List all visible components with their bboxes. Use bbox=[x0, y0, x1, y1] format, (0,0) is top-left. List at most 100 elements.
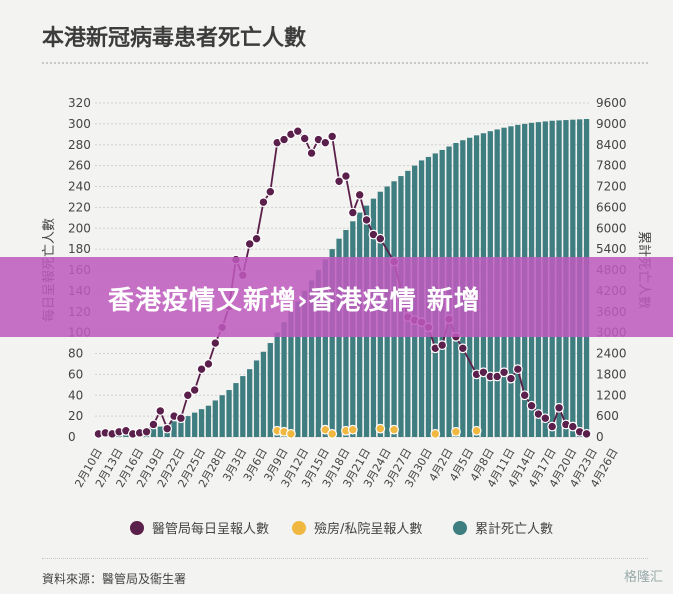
left-tick-label: 260 bbox=[68, 159, 91, 173]
daily-point bbox=[457, 343, 468, 354]
daily-point bbox=[533, 409, 544, 419]
left-tick-label: 300 bbox=[68, 117, 91, 131]
daily-point bbox=[210, 338, 221, 348]
legend-item-daily: 醫管局每日呈報人數 bbox=[130, 518, 269, 537]
mortuary-point bbox=[347, 424, 358, 435]
daily-point bbox=[581, 428, 592, 439]
daily-point bbox=[540, 413, 551, 424]
left-tick-label: 180 bbox=[68, 242, 91, 256]
right-tick-label: 1800 bbox=[596, 367, 627, 381]
daily-point bbox=[361, 214, 372, 225]
daily-point bbox=[320, 137, 331, 148]
daily-point bbox=[519, 390, 530, 401]
watermark: 格隆汇 bbox=[623, 570, 663, 585]
left-tick-label: 280 bbox=[68, 138, 91, 152]
right-tick-label: 5400 bbox=[596, 242, 627, 256]
daily-point bbox=[341, 171, 351, 181]
legend-label-daily: 醫管局每日呈報人數 bbox=[152, 522, 270, 537]
right-tick-label: 9000 bbox=[596, 117, 627, 131]
mortuary-point bbox=[471, 425, 482, 436]
mortuary-point bbox=[375, 423, 386, 434]
daily-point bbox=[327, 131, 338, 142]
overlay-banner bbox=[0, 257, 673, 337]
chart-title: 本港新冠病毒患者死亡人數 bbox=[42, 26, 307, 51]
daily-point bbox=[375, 233, 386, 244]
daily-point bbox=[306, 148, 317, 159]
daily-point bbox=[354, 189, 365, 200]
daily-point bbox=[554, 402, 564, 413]
cumulative-bar bbox=[295, 301, 301, 437]
daily-point bbox=[512, 364, 523, 375]
daily-point bbox=[478, 367, 489, 378]
right-tick-label: 7200 bbox=[596, 180, 627, 194]
cumulative-bar bbox=[157, 426, 163, 437]
daily-point bbox=[189, 385, 200, 395]
cumulative-bar bbox=[226, 390, 232, 437]
daily-point bbox=[244, 239, 255, 249]
cumulative-bar bbox=[274, 332, 280, 437]
mortuary-point bbox=[320, 424, 331, 435]
daily-point bbox=[334, 176, 344, 187]
cumulative-bar bbox=[260, 351, 267, 437]
cumulative-bar bbox=[267, 343, 273, 437]
cumulative-bar bbox=[302, 290, 308, 437]
cumulative-bar bbox=[185, 416, 191, 437]
legend-dot-cumulative bbox=[453, 521, 467, 535]
right-tick-label: 6000 bbox=[596, 221, 627, 235]
daily-point bbox=[196, 364, 207, 375]
daily-point bbox=[368, 229, 379, 240]
right-tick-label: 1200 bbox=[596, 388, 627, 402]
mortuary-point bbox=[389, 424, 399, 435]
daily-point bbox=[499, 367, 509, 378]
daily-point bbox=[347, 207, 358, 218]
cumulative-bar bbox=[171, 421, 177, 437]
cumulative-bar bbox=[178, 418, 184, 437]
legend-dot-daily bbox=[130, 521, 144, 535]
left-tick-label: 20 bbox=[68, 409, 83, 423]
daily-point bbox=[492, 371, 503, 382]
cumulative-bar bbox=[219, 395, 225, 437]
cumulative-bar bbox=[322, 259, 328, 437]
legend-item-mortuary: 殮房/私院呈報人數 bbox=[292, 518, 422, 537]
daily-point bbox=[279, 134, 289, 145]
daily-point bbox=[265, 186, 276, 197]
left-tick-label: 320 bbox=[68, 96, 91, 110]
cumulative-bar bbox=[315, 270, 322, 437]
cumulative-bar bbox=[198, 409, 205, 437]
daily-point bbox=[155, 406, 166, 416]
cumulative-bar bbox=[288, 311, 294, 437]
daily-point bbox=[292, 126, 303, 137]
left-tick-label: 0 bbox=[68, 430, 76, 444]
daily-point bbox=[547, 421, 558, 432]
source-divider bbox=[42, 558, 648, 559]
left-tick-label: 220 bbox=[68, 200, 91, 214]
right-tick-label: 600 bbox=[596, 409, 619, 423]
right-tick-label: 2400 bbox=[596, 347, 627, 361]
legend-label-cumulative: 累計死亡人數 bbox=[475, 522, 554, 537]
cumulative-bar bbox=[308, 280, 315, 437]
daily-point bbox=[251, 233, 262, 244]
daily-point bbox=[176, 413, 186, 424]
daily-point bbox=[299, 133, 310, 144]
daily-point bbox=[567, 421, 578, 432]
right-tick-label: 0 bbox=[596, 430, 604, 444]
cumulative-bar bbox=[281, 322, 287, 437]
source-note: 資料來源：醫管局及衞生署 bbox=[42, 572, 187, 586]
left-tick-label: 40 bbox=[68, 388, 83, 402]
cumulative-bar bbox=[240, 376, 246, 437]
mortuary-dots bbox=[272, 423, 482, 439]
legend-item-cumulative: 累計死亡人數 bbox=[453, 518, 553, 537]
cumulative-bar bbox=[247, 369, 253, 437]
legend-dot-mortuary bbox=[292, 521, 306, 535]
mortuary-point bbox=[451, 426, 461, 437]
cumulative-bar bbox=[192, 412, 198, 437]
cumulative-bar bbox=[233, 383, 239, 437]
daily-point bbox=[258, 197, 269, 208]
legend-label-mortuary: 殮房/私院呈報人數 bbox=[314, 522, 423, 537]
daily-point bbox=[506, 373, 516, 384]
right-tick-label: 8400 bbox=[596, 138, 627, 152]
daily-point bbox=[162, 423, 173, 434]
mortuary-point bbox=[286, 428, 296, 439]
left-tick-label: 200 bbox=[68, 221, 91, 235]
right-tick-label: 9600 bbox=[596, 96, 627, 110]
